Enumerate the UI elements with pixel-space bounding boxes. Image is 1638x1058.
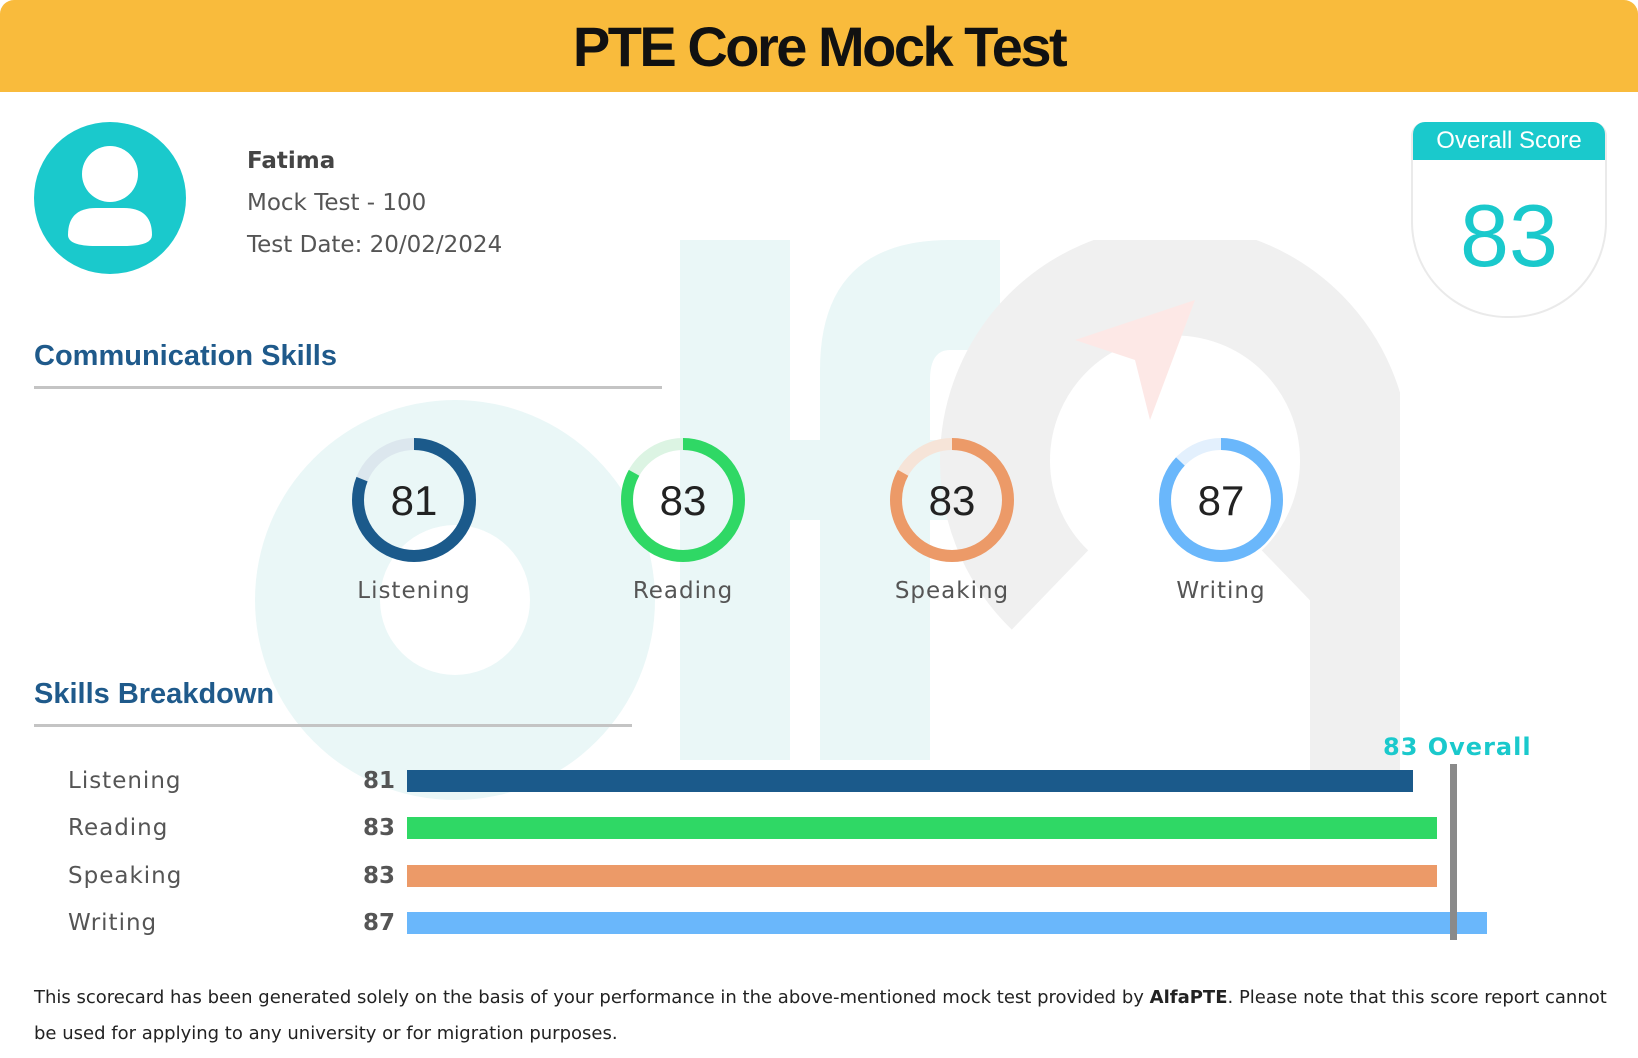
page-title: PTE Core Mock Test: [572, 14, 1068, 78]
breakdown-label-writing: Writing: [68, 910, 158, 936]
breakdown-bar-writing: [407, 912, 1487, 934]
breakdown-bar-listening: [407, 770, 1413, 792]
header-banner: PTE Core Mock Test: [0, 0, 1638, 92]
ring-label-reading: Reading: [632, 578, 734, 604]
ring-label-speaking: Speaking: [894, 578, 1010, 604]
disclaimer-text-end: . Please note that this score report can…: [34, 987, 1607, 1044]
ring-score-writing: 87: [1198, 477, 1245, 524]
user-name: Fatima: [247, 148, 336, 174]
disclaimer-text-start: This scorecard has been generated solely…: [34, 987, 1150, 1008]
breakdown-bar-speaking: [407, 865, 1437, 887]
ring-score-listening: 81: [391, 477, 438, 524]
breakdown-score-reading: 83: [362, 815, 395, 841]
disclaimer: This scorecard has been generated solely…: [34, 980, 1614, 1052]
breakdown-score-speaking: 83: [362, 863, 395, 889]
breakdown-label-speaking: Speaking: [68, 863, 183, 889]
overall-score-badge: Overall Score 83: [1411, 122, 1607, 318]
user-avatar-icon: [34, 122, 186, 274]
breakdown-score-writing: 87: [362, 910, 395, 936]
test-name: Mock Test - 100: [247, 190, 427, 216]
ring-score-reading: 83: [660, 477, 707, 524]
user-info: Fatima Mock Test - 100 Test Date: 20/02/…: [247, 143, 502, 269]
overall-marker-label: 83 Overall: [1383, 733, 1532, 761]
ring-label-listening: Listening: [357, 578, 471, 604]
ring-arc-writing: [1159, 438, 1283, 562]
ring-label-writing: Writing: [1176, 578, 1266, 604]
breakdown-score-listening: 81: [362, 768, 395, 794]
overall-score-label: Overall Score: [1413, 122, 1605, 160]
breakdown-label-listening: Listening: [68, 768, 182, 794]
ring-arc-listening: [352, 438, 476, 562]
communication-divider: [34, 386, 662, 389]
communication-skills-heading: Communication Skills: [34, 340, 337, 372]
overall-score-value: 83: [1460, 186, 1558, 285]
skills-breakdown-heading: Skills Breakdown: [34, 678, 275, 710]
breakdown-label-reading: Reading: [68, 815, 169, 841]
ring-arc-speaking: [890, 438, 1014, 562]
breakdown-divider: [34, 724, 632, 727]
overall-marker-line: [1450, 764, 1457, 940]
ring-arc-reading: [621, 438, 745, 562]
brand-name: AlfaPTE: [1149, 987, 1228, 1008]
test-date: Test Date: 20/02/2024: [247, 232, 503, 258]
breakdown-bar-reading: [407, 817, 1437, 839]
ring-score-speaking: 83: [929, 477, 976, 524]
